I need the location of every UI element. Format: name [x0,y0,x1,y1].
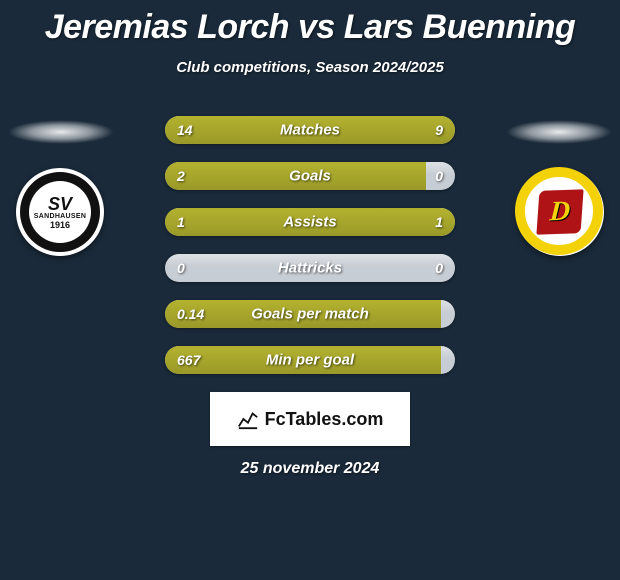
club-left-name: SANDHAUSEN [34,213,86,220]
brand-box[interactable]: FcTables.com [210,392,410,446]
club-right-letter: D [549,196,572,229]
stats-list: 14 9 Matches 2 0 Goals 1 1 Assists 0 0 Hattricks 0.1… [165,98,455,374]
stat-value-right: 9 [435,122,443,138]
stat-row: 14 9 Matches [165,116,455,144]
stat-label: Assists [283,214,336,231]
club-logo-left: SV SANDHAUSEN 1916 [16,168,104,256]
brand-text: FcTables.com [265,409,384,430]
stat-label: Hattricks [278,260,342,277]
stat-label: Matches [280,122,340,139]
club-left-year: 1916 [50,220,70,230]
club-badge-left: SV SANDHAUSEN 1916 [29,181,91,243]
stat-value-right: 0 [435,168,443,184]
stat-value-left: 0.14 [177,306,204,322]
date-text: 25 november 2024 [0,460,620,478]
stat-row: 2 0 Goals [165,162,455,190]
stat-value-left: 1 [177,214,185,230]
stat-label: Goals per match [251,306,369,323]
stat-row: 1 1 Assists [165,208,455,236]
stat-row: 0 0 Hattricks [165,254,455,282]
stat-value-left: 0 [177,260,185,276]
page-title: Jeremias Lorch vs Lars Buenning [0,8,620,47]
club-logo-right: D [516,168,604,256]
comparison-card: Jeremias Lorch vs Lars Buenning Club com… [0,0,620,580]
stat-value-right: 1 [435,214,443,230]
club-left-abbrev: SV [48,195,72,213]
stat-value-left: 14 [177,122,193,138]
club-right-flag: D [536,189,583,235]
stat-label: Goals [289,168,331,185]
halo-right [506,120,612,144]
stat-row: 667 Min per goal [165,346,455,374]
stat-row: 0.14 Goals per match [165,300,455,328]
chart-icon [237,408,259,430]
stat-label: Min per goal [266,352,354,369]
main: SV SANDHAUSEN 1916 D 149Matches20Goals11… [0,98,620,478]
stat-value-right: 0 [435,260,443,276]
stat-value-left: 667 [177,352,200,368]
halo-left [8,120,114,144]
page-subtitle: Club competitions, Season 2024/2025 [0,59,620,76]
stat-value-left: 2 [177,168,185,184]
